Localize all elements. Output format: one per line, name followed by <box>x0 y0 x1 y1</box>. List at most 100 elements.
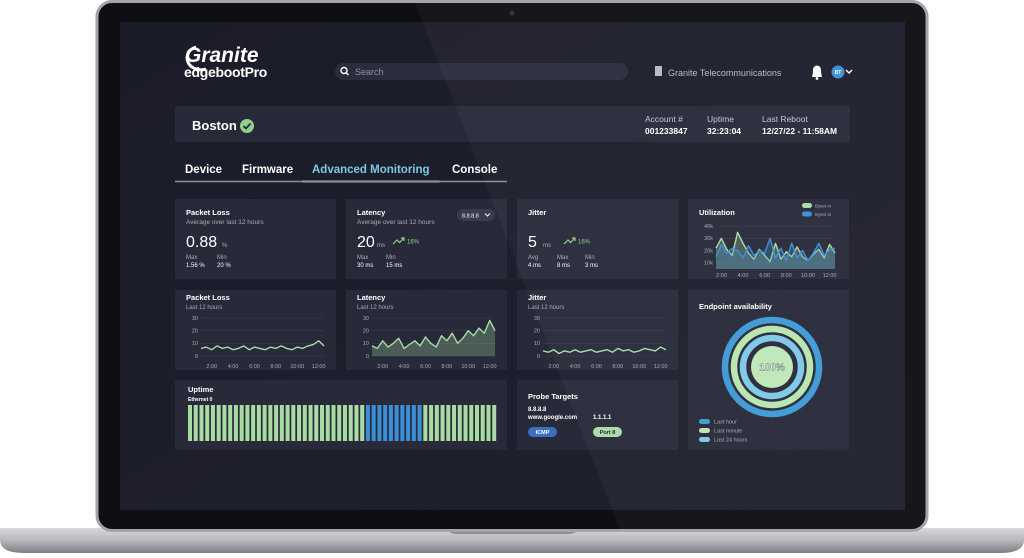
x-tick-label: 10:00 <box>632 364 646 370</box>
metric-title: Packet Loss <box>186 208 230 217</box>
uptime-bar <box>279 405 284 441</box>
y-tick-label: 30k <box>704 236 713 242</box>
card <box>175 199 336 279</box>
uptime-bar <box>193 405 198 441</box>
uptime-bar <box>446 405 451 441</box>
uptime-value: 32:23:04 <box>707 126 741 136</box>
uptime-bar <box>331 405 336 441</box>
metric-unit: ms <box>543 243 551 249</box>
account-menu-chevron[interactable] <box>845 69 853 74</box>
probes-title: Probe Targets <box>528 392 578 401</box>
tab[interactable]: Console <box>452 164 497 176</box>
uptime-label: Uptime <box>707 114 734 124</box>
logo-top: Granite <box>185 44 259 67</box>
y-tick-label: 10 <box>192 341 198 347</box>
line <box>542 346 667 355</box>
x-tick-label: 6:00 <box>420 364 431 370</box>
notification-bell <box>815 77 819 80</box>
line <box>715 237 836 262</box>
x-tick-label: 10:00 <box>801 273 815 279</box>
uptime-bar <box>308 405 313 441</box>
uptime-bar <box>342 405 347 441</box>
stat-label: Min <box>585 255 595 261</box>
uptime-bar <box>354 405 359 441</box>
tab[interactable]: Advanced Monitoring <box>312 164 430 176</box>
probe-tag <box>593 427 622 437</box>
metric-unit: % <box>222 243 228 249</box>
dropdown-chevron[interactable] <box>484 213 491 217</box>
x-tick-label: 2:00 <box>377 364 388 370</box>
stat-label: Max <box>557 255 568 261</box>
uptime-bar <box>469 405 474 441</box>
x-tick-label: 12:00 <box>654 364 668 370</box>
uptime-bar <box>377 405 382 441</box>
charts: 10k 20k 30k 40k 2:00 4:00 6:00 8:00 10:00 12:00 By… <box>192 203 836 370</box>
interface-name: Ethernet 0 <box>188 397 213 403</box>
availability-ring <box>739 334 805 400</box>
card <box>175 290 336 370</box>
x-tick-label: 6:00 <box>591 364 602 370</box>
legend-label: Bytes tx <box>815 212 832 217</box>
tab-bar: Device Firmware Advanced Monitoring Console <box>185 164 497 183</box>
avatar[interactable] <box>831 65 845 79</box>
uptime-bar <box>205 405 210 441</box>
search-placeholder[interactable]: Search <box>355 67 384 77</box>
stat-label: Max <box>186 255 197 261</box>
uptime-bar <box>239 405 244 441</box>
x-tick-label: 2:00 <box>206 364 217 370</box>
legend-swatch <box>802 203 812 208</box>
line <box>371 319 496 350</box>
company-name: Granite Telecommunications <box>668 68 782 78</box>
notification-bell[interactable] <box>812 65 822 78</box>
uptime-bar <box>285 405 290 441</box>
status-check <box>242 122 252 130</box>
x-tick-label: 4:00 <box>570 364 581 370</box>
metric-subtitle: Average over last 12 hours <box>186 219 264 226</box>
uptime-bar <box>452 405 457 441</box>
account-number: 001233847 <box>645 126 688 136</box>
chart-title: Latency <box>357 293 386 302</box>
uptime-bar <box>492 405 497 441</box>
search-box[interactable]: Search <box>335 63 628 80</box>
uptime-bar <box>297 405 302 441</box>
tab[interactable]: Firmware <box>242 164 293 176</box>
metric-value: 5 <box>528 234 537 251</box>
legend-label: Bytes rx <box>815 203 832 208</box>
logo-bottom: edgebootPro <box>184 64 267 80</box>
uptime-bar <box>274 405 279 441</box>
uptime-bar <box>486 405 491 441</box>
endpoint-legend: Last hour Last minute Last 24 hours <box>699 419 748 444</box>
y-tick-label: 10 <box>363 341 369 347</box>
y-tick-label: 20 <box>192 328 198 334</box>
stat-value: 20 % <box>217 263 231 269</box>
legend-swatch <box>699 419 710 424</box>
stat-label: Min <box>217 255 227 261</box>
search-field[interactable] <box>335 63 628 80</box>
uptime-bar <box>233 405 238 441</box>
avatar-initials[interactable]: BT <box>835 70 842 76</box>
tab[interactable]: Device <box>185 164 222 176</box>
y-tick-label: 10k <box>704 261 713 267</box>
uptime-bar <box>463 405 468 441</box>
card <box>517 290 678 370</box>
y-tick-label: 40k <box>704 224 713 230</box>
y-tick-label: 10 <box>534 341 540 347</box>
uptime-bar <box>337 405 342 441</box>
uptime-bar <box>411 405 416 441</box>
availability-value: 100% <box>759 363 785 374</box>
x-tick-label: 6:00 <box>759 273 770 279</box>
probe-address: 1.1.1.1 <box>593 415 612 421</box>
uptime-bar <box>228 405 233 441</box>
uptime-bar <box>210 405 215 441</box>
y-tick-label: 0 <box>195 354 198 360</box>
uptime-bar <box>457 405 462 441</box>
site-bar <box>175 106 850 142</box>
target-dropdown-value[interactable]: 8.8.8.8 <box>462 214 479 220</box>
x-tick-label: 2:00 <box>716 273 727 279</box>
probe-tag <box>528 427 557 437</box>
target-dropdown[interactable] <box>457 209 495 221</box>
line <box>715 231 836 263</box>
probe-host: www.google.com <box>527 415 577 421</box>
availability-ring <box>721 316 823 418</box>
uptime-bar <box>302 405 307 441</box>
